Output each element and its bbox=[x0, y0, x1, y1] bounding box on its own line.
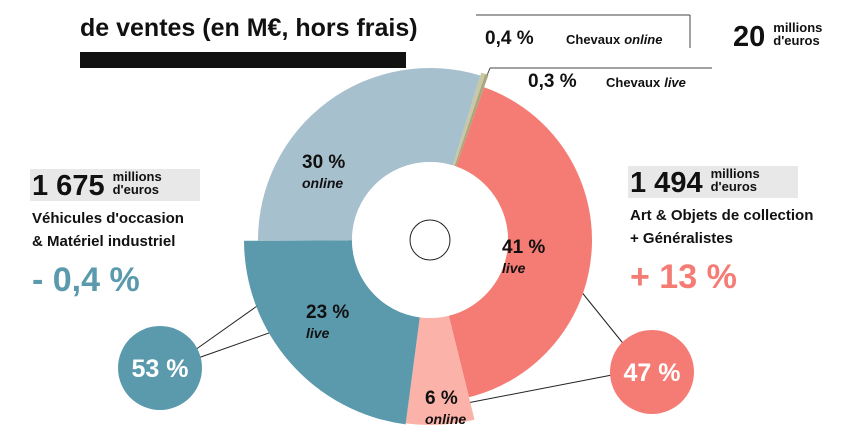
share-label: 47 % bbox=[624, 359, 681, 387]
donut-segment bbox=[452, 72, 486, 167]
donut-segment bbox=[448, 87, 593, 398]
center-hole bbox=[352, 162, 508, 318]
chart-title: de ventes (en M€, hors frais) bbox=[80, 14, 418, 42]
title-bar bbox=[80, 52, 406, 68]
share-circle bbox=[118, 326, 202, 410]
segment-value-label: 0,4 % bbox=[485, 28, 534, 49]
total-unit: millions bbox=[773, 20, 822, 35]
leader-line bbox=[461, 374, 613, 405]
center-ring bbox=[409, 219, 451, 261]
total-amount: 1 494 bbox=[630, 167, 703, 199]
segment-label: Chevaux live bbox=[606, 75, 686, 90]
leader-line bbox=[579, 289, 631, 353]
total-name: + Généralistes bbox=[630, 230, 733, 247]
segment-mode: live bbox=[306, 325, 330, 341]
donut-segment bbox=[454, 73, 489, 167]
total-name: & Matériel industriel bbox=[32, 233, 175, 250]
donut-segment bbox=[258, 67, 481, 241]
total-unit: millions bbox=[113, 169, 162, 184]
donut-segment bbox=[405, 315, 475, 426]
total-unit: millions bbox=[711, 166, 760, 181]
share-label: 53 % bbox=[132, 355, 189, 383]
total-unit: d'euros bbox=[113, 182, 159, 197]
segment-value-label: 0,3 % bbox=[528, 71, 577, 92]
segment-value-label: 30 % bbox=[302, 152, 345, 173]
share-circle bbox=[610, 330, 694, 414]
segment-mode: online bbox=[624, 32, 662, 47]
segment-mode: online bbox=[425, 411, 466, 427]
segment-value-label: 23 % bbox=[306, 302, 349, 323]
total-amount: 1 675 bbox=[32, 170, 105, 202]
total-name: Art & Objets de collection bbox=[630, 207, 813, 224]
total-amount: 20 bbox=[733, 21, 765, 53]
donut-segment bbox=[244, 240, 420, 425]
segment-label: Chevaux online bbox=[566, 32, 662, 47]
total-unit: d'euros bbox=[773, 33, 819, 48]
segment-mode: live bbox=[664, 75, 686, 90]
amount-box bbox=[30, 169, 200, 201]
segment-name: Chevaux bbox=[606, 75, 661, 90]
segment-value-label: 6 % bbox=[425, 388, 458, 409]
segment-mode: online bbox=[302, 175, 343, 191]
segment-value-label: 41 % bbox=[502, 237, 545, 258]
segment-name: Chevaux bbox=[566, 32, 621, 47]
total-name: Véhicules d'occasion bbox=[32, 210, 184, 227]
total-unit: d'euros bbox=[711, 179, 757, 194]
amount-box bbox=[628, 166, 798, 198]
segment-mode: live bbox=[502, 260, 526, 276]
total-change: - 0,4 % bbox=[32, 261, 140, 299]
total-change: + 13 % bbox=[630, 258, 737, 296]
